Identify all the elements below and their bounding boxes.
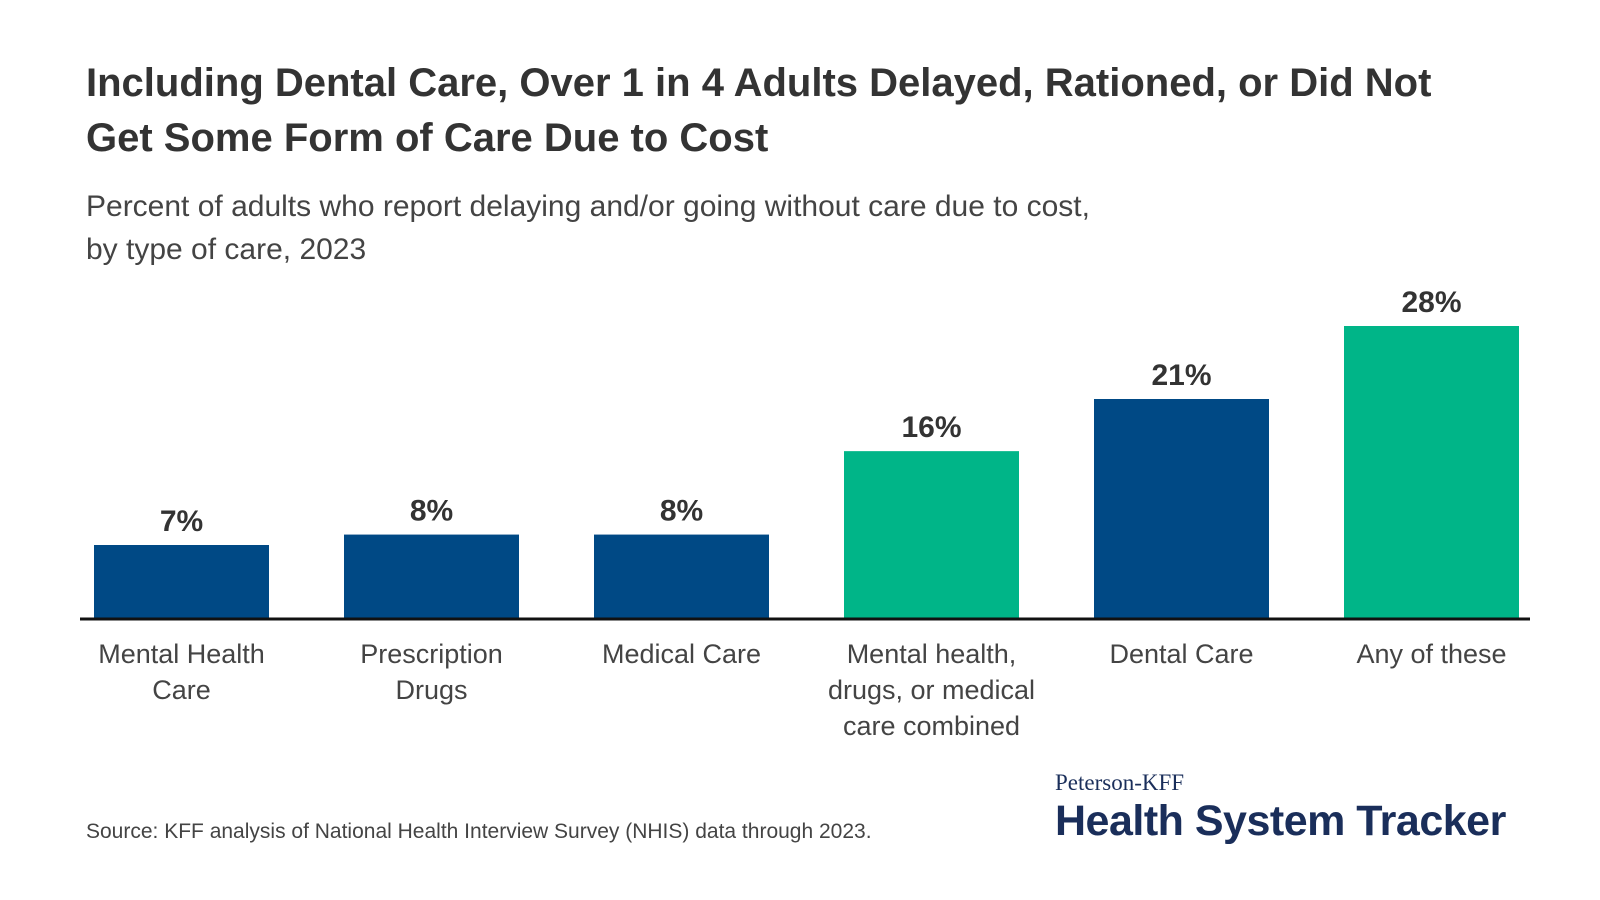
bar-4	[1094, 399, 1269, 618]
bar-0	[94, 545, 269, 618]
category-label-1: Prescription Drugs	[360, 639, 503, 705]
bar-value-label-0: 7%	[160, 505, 203, 538]
brand-logo-top: Peterson-KFF	[1055, 770, 1185, 795]
bars-group	[94, 326, 1519, 618]
chart-title: Including Dental Care, Over 1 in 4 Adult…	[86, 61, 1432, 160]
bar-value-label-4: 21%	[1151, 359, 1211, 392]
category-label-2: Medical Care	[602, 639, 761, 669]
bar-value-label-1: 8%	[410, 495, 453, 528]
bar-2	[594, 534, 769, 618]
bar-value-label-3: 16%	[901, 411, 961, 444]
brand-logo-main: Health System Tracker	[1055, 797, 1506, 845]
source-note: Source: KFF analysis of National Health …	[86, 820, 872, 843]
subtitle-line-2: by type of care, 2023	[86, 233, 367, 266]
chart-subtitle: Percent of adults who report delaying an…	[86, 185, 1386, 271]
bar-3	[844, 451, 1019, 618]
brand-logo: Peterson-KFF Health System Tracker	[1055, 770, 1535, 846]
value-labels-group: 7% 8% 8% 16% 21% 28%	[160, 286, 1462, 538]
bar-value-label-2: 8%	[660, 495, 703, 528]
subtitle-line-1: Percent of adults who report delaying an…	[86, 190, 1090, 223]
category-label-4: Dental Care	[1109, 639, 1253, 669]
category-label-0: Mental Health Care	[98, 639, 265, 705]
category-labels-group: Mental Health Care Prescription Drugs Medica…	[98, 639, 1506, 741]
category-label-3: Mental health, drugs, or medical care comb…	[828, 639, 1035, 741]
category-label-5: Any of these	[1356, 639, 1506, 669]
bar-value-label-5: 28%	[1401, 286, 1461, 319]
bar-chart: 7% 8% 8% 16% 21% 28% Mental Health Care Prescri…	[80, 286, 1530, 741]
bar-1	[344, 534, 519, 618]
bar-5	[1344, 326, 1519, 618]
